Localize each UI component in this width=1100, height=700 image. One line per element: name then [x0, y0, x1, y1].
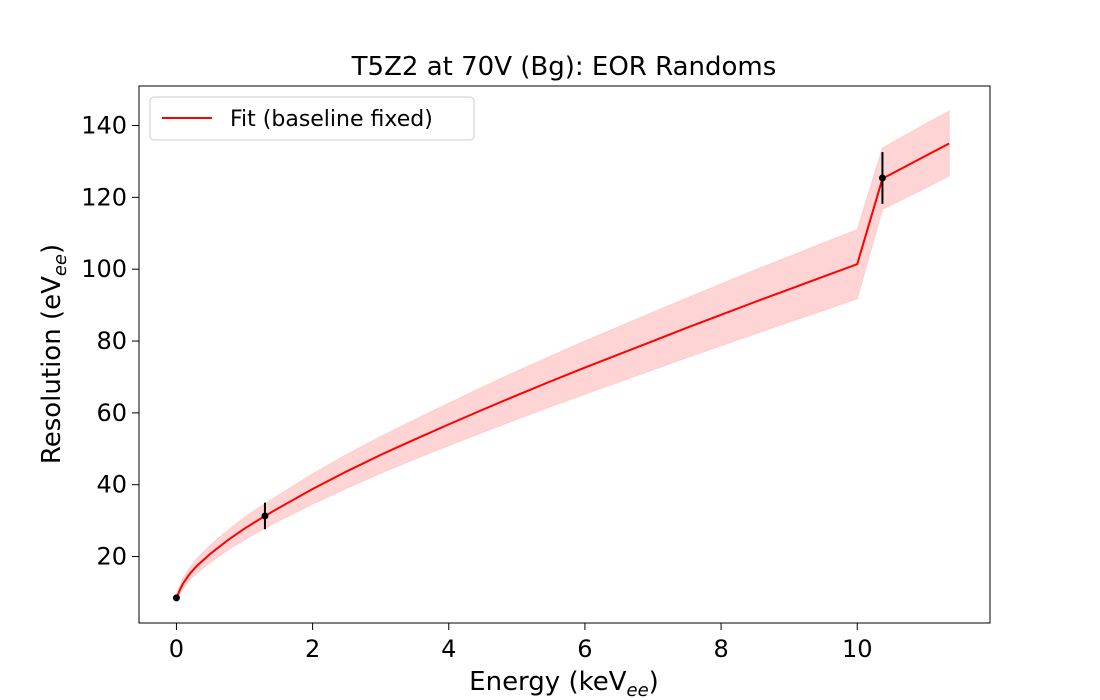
data-point-0: [172, 594, 180, 602]
fit-line-layer: [175, 142, 950, 599]
y-tick-label-40: 40: [96, 471, 127, 499]
confidence-band-layer: [175, 110, 950, 602]
data-points-layer: [172, 152, 886, 602]
x-axis-label-end: ): [649, 667, 659, 697]
data-point-2: [878, 174, 886, 182]
plot-frame: [138, 85, 991, 624]
x-axis-label-subscript: ee: [627, 680, 649, 700]
x-axis-label: Energy (keVee): [469, 667, 659, 700]
x-tick-label-10: 10: [842, 635, 873, 663]
legend-box: [149, 96, 475, 141]
x-tick-label-6: 6: [577, 635, 592, 663]
fit-confidence-band: [175, 110, 950, 602]
chart-title: T5Z2 at 70V (Bg): EOR Randoms: [351, 52, 777, 82]
y-axis-label-end: ): [37, 244, 67, 254]
y-axis-label: Resolution (eVee): [37, 244, 71, 464]
y-tick-label-80: 80: [96, 327, 127, 355]
x-tick-label-4: 4: [441, 635, 456, 663]
fit-line: [175, 142, 950, 599]
y-tick-label-20: 20: [96, 543, 127, 571]
y-axis-ticks: 20 40 60 80 100 120 140: [81, 112, 139, 571]
x-axis-label-main: Energy (keV: [469, 667, 627, 697]
y-tick-label-60: 60: [96, 399, 127, 427]
x-tick-label-0: 0: [169, 635, 184, 663]
y-tick-label-100: 100: [81, 255, 127, 283]
x-axis-ticks: 0 2 4 6 8 10: [169, 623, 873, 663]
x-tick-label-8: 8: [713, 635, 728, 663]
y-tick-label-120: 120: [81, 183, 127, 211]
legend-label-fit: Fit (baseline fixed): [230, 107, 433, 132]
y-axis-label-main: Resolution (eV: [37, 276, 67, 464]
y-tick-label-140: 140: [81, 112, 127, 140]
x-tick-label-2: 2: [305, 635, 320, 663]
y-axis-label-subscript: ee: [50, 254, 71, 276]
data-point-1: [261, 512, 269, 520]
legend: Fit (baseline fixed): [149, 96, 475, 141]
